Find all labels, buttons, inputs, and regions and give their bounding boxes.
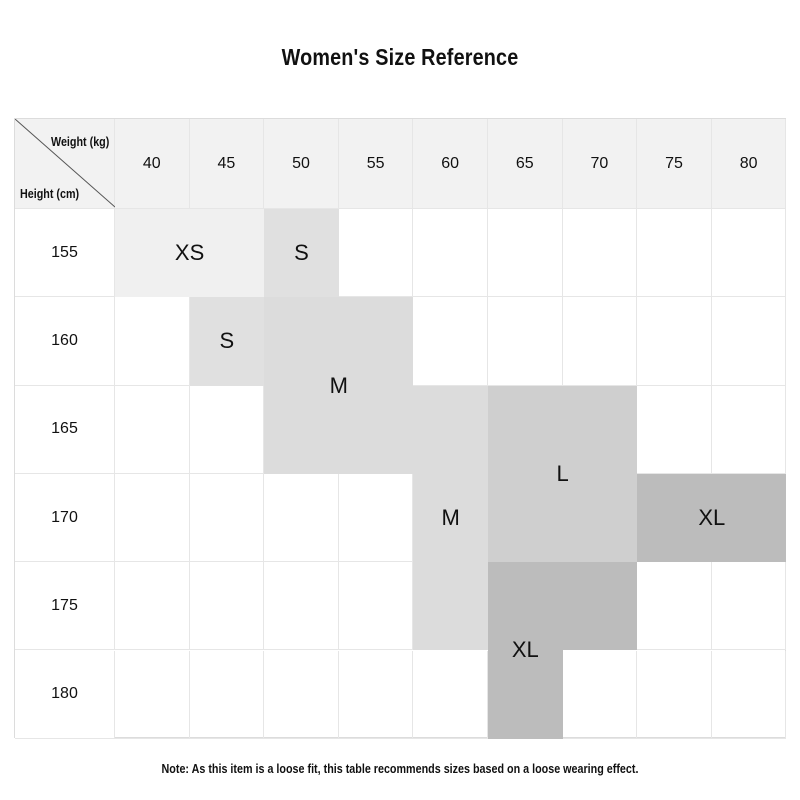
footnote: Note: As this item is a loose fit, this …: [161, 762, 639, 776]
height-row-label: 165: [15, 385, 115, 474]
table-cell: [413, 209, 488, 298]
size-region-m: M: [264, 297, 414, 474]
table-cell: [711, 385, 787, 474]
table-cell: [338, 473, 414, 563]
table-cell: [264, 562, 339, 651]
table-cell: [637, 562, 712, 651]
table-cell: [562, 650, 638, 739]
weight-header-cell: 70: [562, 119, 638, 209]
table-cell: [264, 473, 339, 563]
size-region-xl: XL: [488, 562, 563, 739]
weight-header-cell: 60: [413, 119, 488, 209]
height-row-label: 170: [15, 473, 115, 563]
weight-header-cell: 50: [264, 119, 339, 209]
table-cell: [488, 297, 563, 386]
size-region-s: S: [189, 297, 265, 386]
table-cell: [711, 562, 787, 651]
weight-header-cell: 75: [637, 119, 712, 209]
table-cell: [711, 650, 787, 739]
chart-title: Women's Size Reference: [281, 44, 519, 70]
table-cell: [338, 562, 414, 651]
table-cell: [115, 473, 190, 563]
weight-header-cell: 45: [189, 119, 265, 209]
table-cell: [488, 209, 563, 298]
table-cell: [115, 385, 190, 474]
size-region-m: M: [413, 385, 488, 651]
table-cell: [637, 209, 712, 298]
table-cell: [413, 297, 488, 386]
diagonal-divider: [15, 119, 115, 208]
height-row-label: 160: [15, 297, 115, 386]
weight-header-cell: 65: [488, 119, 563, 209]
weight-header-cell: 80: [711, 119, 787, 209]
table-cell: [264, 650, 339, 739]
table-cell: [338, 209, 414, 298]
table-cell: [338, 650, 414, 739]
table-cell: [189, 650, 265, 739]
size-table: Weight (kg) Height (cm) 40 45 50 55 60 65 70 75…: [14, 118, 787, 739]
corner-header: Weight (kg) Height (cm): [15, 119, 115, 209]
table-cell: [115, 650, 190, 739]
size-region-xl: XL: [637, 473, 787, 563]
table-cell: [115, 562, 190, 651]
table-cell: [189, 473, 265, 563]
table-cell: [637, 385, 712, 474]
table-cell: [189, 385, 265, 474]
table-cell: [562, 209, 638, 298]
table-cell: [413, 650, 488, 739]
size-region-xs: XS: [115, 209, 265, 298]
size-region-s: S: [264, 209, 339, 298]
size-region-l: L: [488, 385, 638, 563]
weight-axis-label: Weight (kg): [51, 135, 110, 149]
height-row-label: 175: [15, 562, 115, 651]
table-cell: [115, 297, 190, 386]
weight-header-cell: 55: [338, 119, 414, 209]
table-cell: [711, 209, 787, 298]
height-row-label: 180: [15, 650, 115, 739]
height-row-label: 155: [15, 209, 115, 298]
table-cell: [562, 297, 638, 386]
table-cell: [637, 650, 712, 739]
table-cell: [711, 297, 787, 386]
table-cell: [189, 562, 265, 651]
height-axis-label: Height (cm): [20, 187, 80, 201]
table-cell: [637, 297, 712, 386]
weight-header-cell: 40: [115, 119, 190, 209]
